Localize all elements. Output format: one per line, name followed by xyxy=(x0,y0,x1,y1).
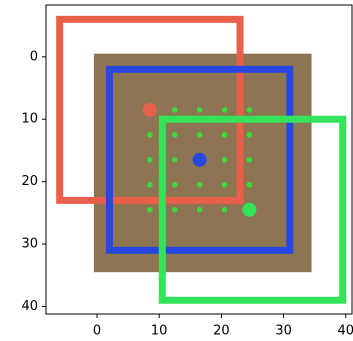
grid-point xyxy=(197,132,203,138)
y-tick-label: 40 xyxy=(21,299,38,314)
grid-point xyxy=(172,182,178,188)
grid-point xyxy=(147,207,153,213)
grid-point xyxy=(147,157,153,163)
point xyxy=(143,103,157,117)
grid-point xyxy=(222,107,228,113)
grid-point xyxy=(222,207,228,213)
grid-point xyxy=(222,157,228,163)
grid-point xyxy=(247,132,253,138)
x-tick-label: 0 xyxy=(93,324,101,339)
grid-point xyxy=(197,207,203,213)
x-tick-label: 40 xyxy=(338,324,353,339)
grid-point xyxy=(147,132,153,138)
y-tick-label: 0 xyxy=(30,49,38,64)
grid-point xyxy=(222,182,228,188)
grid-point xyxy=(147,182,153,188)
grid-point xyxy=(172,157,178,163)
y-tick-label: 20 xyxy=(21,174,38,189)
page: 010203040010203040 (() => { const data =… xyxy=(0,0,353,341)
grid-point xyxy=(172,107,178,113)
grid-point xyxy=(172,207,178,213)
x-tick-label: 10 xyxy=(151,324,168,339)
grid-point xyxy=(172,132,178,138)
x-tick-label: 20 xyxy=(213,324,230,339)
grid-point xyxy=(197,107,203,113)
grid-point xyxy=(247,182,253,188)
x-tick-label: 30 xyxy=(275,324,292,339)
y-tick-label: 30 xyxy=(21,237,38,252)
grid-point xyxy=(197,182,203,188)
point xyxy=(242,203,256,217)
grid-point xyxy=(247,157,253,163)
chart: 0 10 20 30 40 0 10 20 30 40 xyxy=(0,0,353,341)
point xyxy=(193,153,207,167)
y-tick-label: 10 xyxy=(21,112,38,127)
grid-point xyxy=(247,107,253,113)
grid-point xyxy=(222,132,228,138)
